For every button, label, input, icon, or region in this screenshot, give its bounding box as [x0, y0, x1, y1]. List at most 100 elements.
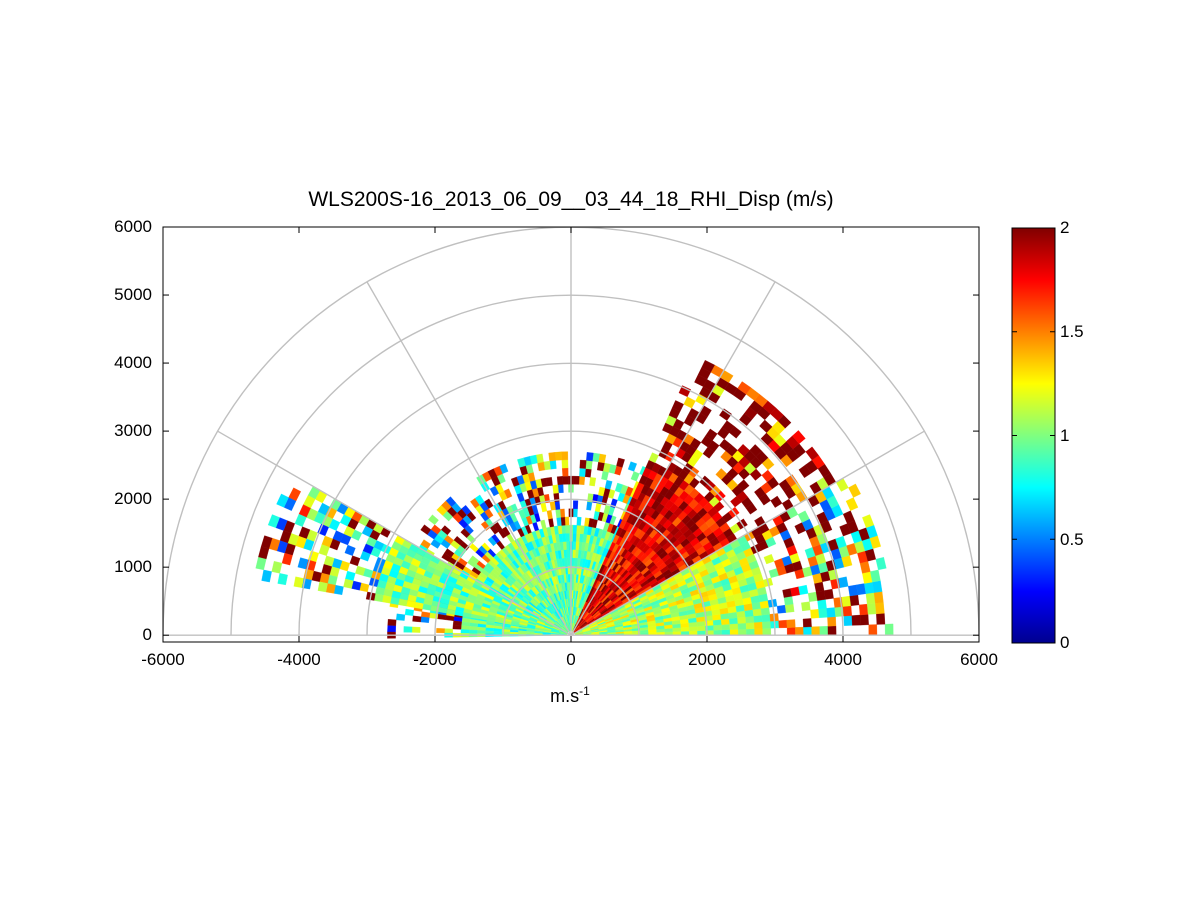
data-cell — [648, 452, 659, 463]
data-cell — [838, 576, 849, 588]
data-cell — [784, 603, 795, 613]
data-cell — [823, 588, 834, 600]
data-cell — [485, 627, 494, 632]
data-cell — [749, 444, 763, 457]
x-axis-label-text: m.s — [550, 686, 580, 706]
data-cell — [517, 457, 526, 468]
x-tick-label: 2000 — [688, 650, 726, 669]
data-cell — [745, 622, 755, 630]
azimuth-spoke — [570, 281, 776, 636]
data-cell — [754, 621, 763, 629]
data-cell — [760, 607, 770, 616]
y-tick-label: 6000 — [114, 217, 152, 236]
data-cell — [571, 582, 574, 591]
data-cell — [586, 452, 594, 462]
data-cell — [573, 475, 580, 485]
data-cell — [697, 625, 706, 631]
data-cell — [713, 629, 723, 636]
y-tick-label: 2000 — [114, 489, 152, 508]
data-cell — [762, 628, 772, 636]
data-cell — [776, 604, 787, 614]
y-tick-label: 1000 — [114, 557, 152, 576]
data-cell — [819, 626, 829, 636]
data-cell — [460, 629, 470, 634]
plot-area — [163, 227, 979, 642]
data-cell — [589, 477, 597, 487]
data-cell — [561, 451, 569, 461]
data-cell — [572, 508, 578, 518]
data-cell — [697, 630, 706, 636]
data-cell — [868, 624, 878, 636]
data-cell — [564, 516, 570, 526]
data-cell — [865, 592, 876, 605]
data-cell — [803, 626, 812, 636]
data-cell — [598, 486, 606, 497]
data-cell — [826, 607, 836, 618]
data-cell — [746, 628, 755, 636]
data-cell — [387, 625, 396, 633]
data-cell — [688, 626, 698, 632]
colorbar-tick-label: 0 — [1060, 633, 1070, 652]
data-cell — [276, 493, 289, 508]
data-cell — [485, 630, 494, 634]
data-cell — [729, 617, 739, 625]
data-cell — [579, 459, 587, 469]
data-cell — [562, 467, 569, 477]
colorbar — [1011, 227, 1056, 644]
data-cell — [807, 591, 818, 602]
data-cell — [873, 591, 884, 604]
data-cell — [745, 615, 755, 624]
data-cell — [811, 626, 821, 636]
data-cell — [477, 626, 486, 631]
data-cell — [752, 608, 762, 617]
data-cell — [738, 628, 747, 636]
data-cell — [574, 549, 579, 559]
data-cell — [585, 460, 593, 470]
data-cell — [848, 483, 861, 498]
data-cell — [753, 615, 763, 623]
data-cell — [441, 552, 452, 562]
data-cell — [412, 615, 422, 623]
colorbar-tick-label: 1 — [1060, 426, 1070, 445]
data-cell — [474, 494, 485, 506]
x-axis-label: m.s-1 — [520, 684, 620, 707]
data-cell — [565, 524, 570, 534]
data-cell — [317, 581, 328, 593]
data-cell — [507, 542, 516, 552]
data-cell — [721, 623, 731, 631]
data-cell — [403, 626, 413, 633]
data-cell — [737, 616, 747, 624]
data-cell — [875, 557, 887, 571]
data-cell — [255, 557, 267, 571]
data-cell — [572, 549, 576, 558]
data-cell — [737, 443, 750, 457]
data-cell — [267, 514, 280, 528]
data-cell — [763, 554, 775, 565]
data-cell — [548, 452, 556, 462]
data-cell — [578, 476, 586, 485]
data-cell — [576, 516, 582, 526]
data-cell — [468, 626, 478, 631]
x-axis-label-exponent: -1 — [579, 684, 590, 698]
data-cell — [783, 596, 794, 606]
data-cell — [715, 468, 728, 480]
data-cell — [571, 573, 575, 583]
data-cell — [705, 428, 718, 441]
tick-marks — [162, 226, 980, 642]
data-cell — [420, 616, 430, 623]
data-cell — [509, 631, 519, 635]
data-cell — [713, 624, 723, 631]
data-cell — [827, 625, 837, 636]
data-cell — [576, 525, 581, 534]
data-cell — [404, 608, 414, 616]
data-cell — [627, 461, 637, 472]
colorbar-tick-label: 1.5 — [1060, 322, 1084, 341]
data-cell — [798, 584, 809, 595]
data-cell — [411, 626, 421, 633]
data-cell — [561, 459, 569, 469]
data-cell — [842, 605, 852, 617]
data-cell — [875, 602, 885, 615]
azimuth-spoke — [366, 281, 572, 636]
data-cell — [801, 601, 811, 612]
